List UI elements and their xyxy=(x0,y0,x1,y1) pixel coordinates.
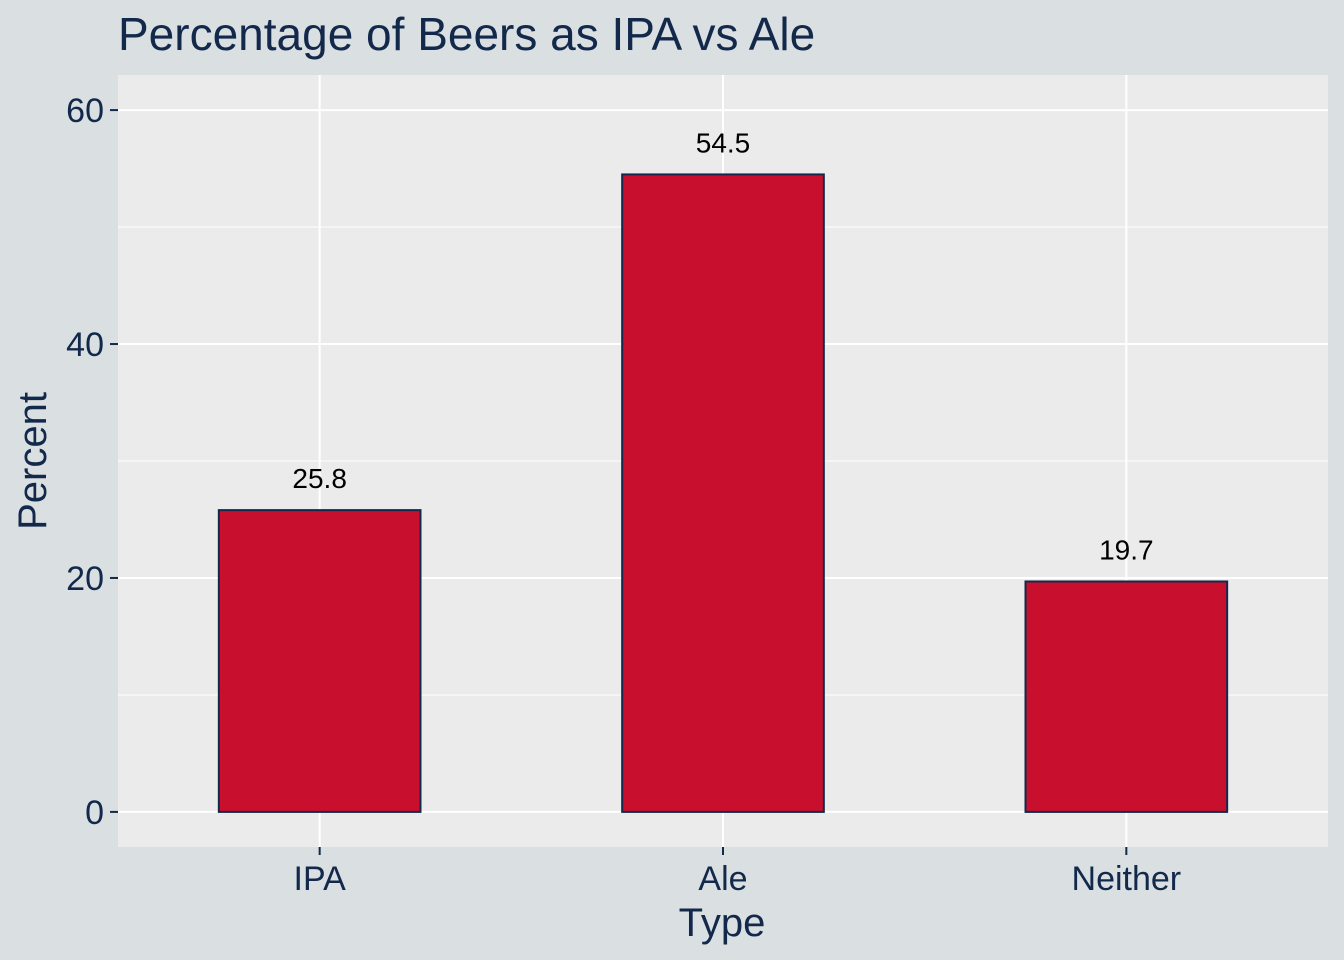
x-axis-title: Type xyxy=(679,901,766,945)
y-tick-label: 20 xyxy=(66,560,104,598)
bar-neither xyxy=(1024,580,1229,813)
data-label: 19.7 xyxy=(1099,534,1154,565)
bar-ale xyxy=(621,173,825,813)
chart-title: Percentage of Beers as IPA vs Ale xyxy=(118,8,815,60)
x-axis: IPA Ale Neither xyxy=(294,847,1182,898)
data-label: 54.5 xyxy=(696,127,751,158)
data-label: 25.8 xyxy=(292,463,347,494)
x-tick-label: Neither xyxy=(1072,860,1182,898)
y-axis: 0 20 40 60 xyxy=(66,92,118,832)
y-axis-title: Percent xyxy=(11,392,55,530)
x-tick-label: IPA xyxy=(294,860,347,898)
data-labels: 25.8 54.5 19.7 xyxy=(292,127,1153,565)
y-tick-label: 40 xyxy=(66,326,104,364)
y-tick-label: 0 xyxy=(85,794,104,832)
x-tick-label: Ale xyxy=(698,860,747,898)
bars xyxy=(217,173,1229,813)
bar-ipa xyxy=(217,509,422,813)
y-tick-label: 60 xyxy=(66,92,104,130)
